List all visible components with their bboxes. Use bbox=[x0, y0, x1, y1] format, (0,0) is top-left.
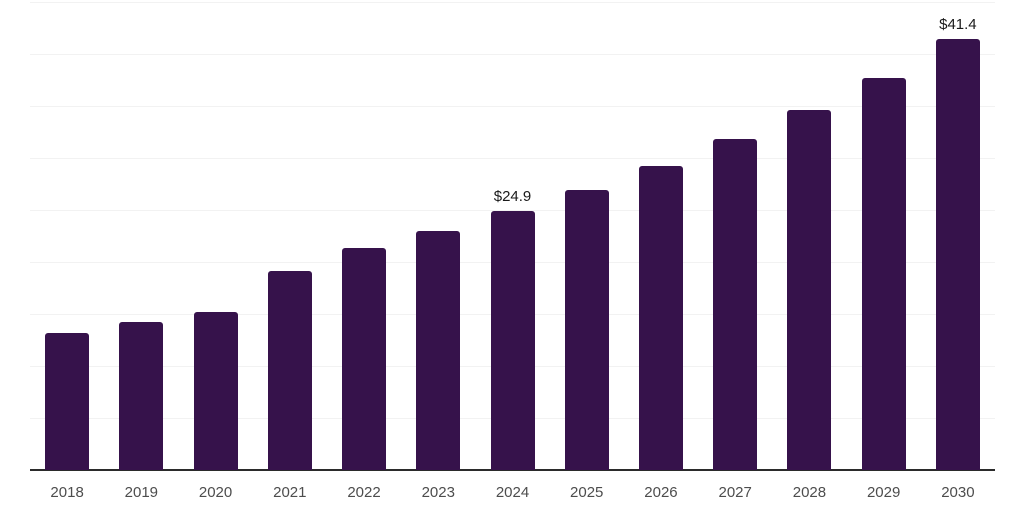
bar-2024 bbox=[490, 211, 535, 470]
bar-2023 bbox=[416, 231, 461, 470]
x-tick-label-2021: 2021 bbox=[273, 484, 307, 501]
bar-2020 bbox=[193, 312, 238, 470]
bar-2022 bbox=[342, 248, 387, 470]
x-tick-label-2026: 2026 bbox=[644, 484, 678, 501]
x-tick-label-2027: 2027 bbox=[718, 484, 752, 501]
data-label-2024: $24.9 bbox=[493, 188, 532, 205]
x-tick-label-2025: 2025 bbox=[570, 484, 604, 501]
x-tick-label-2022: 2022 bbox=[347, 484, 381, 501]
bar-2025 bbox=[564, 190, 609, 470]
gridline bbox=[30, 210, 995, 211]
bar-2019 bbox=[119, 322, 164, 470]
x-tick-label-2019: 2019 bbox=[124, 484, 159, 501]
bar-2030 bbox=[935, 39, 980, 470]
data-label-2030: $41.4 bbox=[939, 16, 977, 33]
x-tick-label-2024: 2024 bbox=[495, 484, 530, 501]
gridline bbox=[30, 54, 995, 55]
bar-2029 bbox=[861, 78, 906, 470]
x-axis-line bbox=[30, 469, 995, 471]
gridline bbox=[30, 158, 995, 159]
x-tick-label-2018: 2018 bbox=[50, 484, 84, 501]
bar-2018 bbox=[45, 333, 90, 470]
x-tick-label-2023: 2023 bbox=[421, 484, 455, 501]
bar-2026 bbox=[638, 166, 683, 470]
bar-2021 bbox=[267, 271, 312, 470]
bar-2028 bbox=[787, 110, 832, 470]
x-tick-label-2028: 2028 bbox=[792, 484, 827, 501]
x-tick-label-2030: 2030 bbox=[941, 484, 975, 501]
x-tick-label-2020: 2020 bbox=[198, 484, 233, 501]
bar-2027 bbox=[713, 139, 758, 470]
gridline bbox=[30, 106, 995, 107]
gridline bbox=[30, 2, 995, 3]
plot-area: $24.9 $41.4 bbox=[30, 2, 995, 471]
x-tick-label-2029: 2029 bbox=[866, 484, 901, 501]
